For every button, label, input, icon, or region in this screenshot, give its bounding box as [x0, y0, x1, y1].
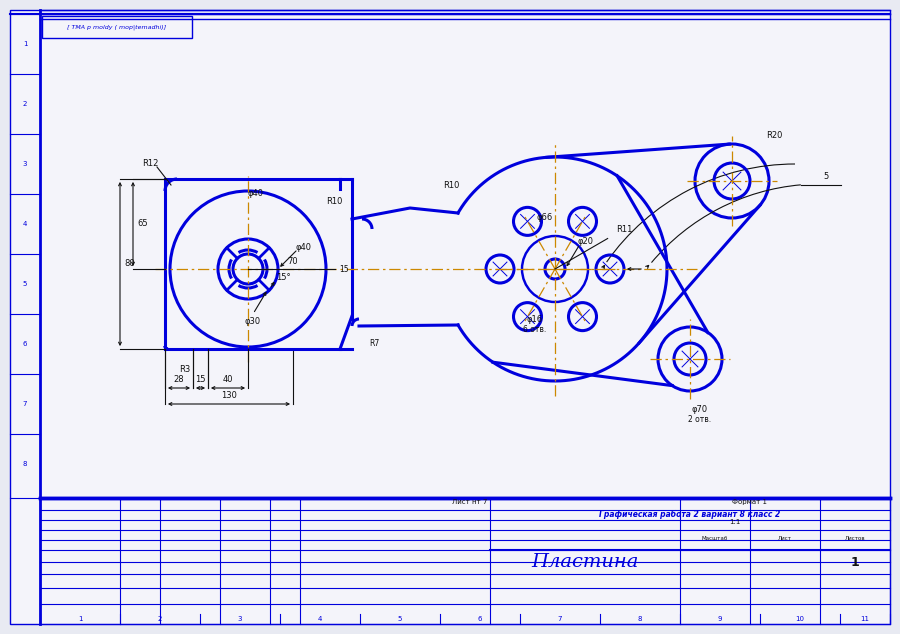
Text: φ20: φ20 — [577, 236, 593, 245]
Text: 5: 5 — [22, 281, 27, 287]
Text: Листов: Листов — [845, 536, 865, 541]
Text: 6: 6 — [22, 341, 27, 347]
Text: φ70: φ70 — [692, 404, 708, 413]
Text: R12: R12 — [142, 160, 158, 169]
Text: 70: 70 — [288, 257, 298, 266]
Text: 2: 2 — [22, 101, 27, 107]
Bar — [42, 16, 192, 38]
Text: 2 отв.: 2 отв. — [688, 415, 712, 424]
Text: 2: 2 — [158, 616, 162, 622]
Text: φ30: φ30 — [245, 316, 261, 325]
Text: 65: 65 — [138, 219, 148, 228]
Text: φ40: φ40 — [295, 242, 311, 252]
Text: 3: 3 — [22, 161, 27, 167]
Text: R11: R11 — [616, 225, 633, 234]
Text: 8: 8 — [22, 461, 27, 467]
Text: R7: R7 — [369, 339, 379, 349]
Text: 15: 15 — [195, 375, 206, 384]
Text: φ66: φ66 — [537, 214, 554, 223]
Text: R3: R3 — [179, 365, 191, 373]
Text: 7: 7 — [22, 401, 27, 407]
Text: Пластина: Пластина — [531, 553, 639, 571]
Text: 130: 130 — [221, 392, 237, 401]
Text: φ40: φ40 — [248, 188, 264, 198]
Text: φ16: φ16 — [526, 316, 543, 325]
Text: 1: 1 — [77, 616, 82, 622]
Text: [ ТМА р moldy ( mop|temadhi)]: [ ТМА р moldy ( mop|temadhi)] — [68, 24, 166, 30]
Text: 40: 40 — [223, 375, 233, 384]
Text: 15°: 15° — [275, 273, 291, 281]
Text: 11: 11 — [860, 616, 869, 622]
Text: 1: 1 — [22, 41, 27, 47]
Text: 10: 10 — [796, 616, 805, 622]
Text: 15: 15 — [339, 264, 349, 273]
Text: 4: 4 — [22, 221, 27, 227]
Text: Лист: Лист — [778, 536, 792, 541]
Text: 7: 7 — [558, 616, 562, 622]
Text: 1:1: 1:1 — [729, 519, 741, 525]
Text: 1: 1 — [850, 555, 860, 569]
Text: 8: 8 — [638, 616, 643, 622]
Text: 5: 5 — [398, 616, 402, 622]
Text: R10: R10 — [326, 197, 342, 205]
Text: R20: R20 — [766, 131, 782, 141]
Text: Формат 1: Формат 1 — [733, 499, 768, 505]
Text: 80: 80 — [125, 259, 135, 269]
Text: 6 отв.: 6 отв. — [524, 325, 546, 335]
Text: Масштаб: Масштаб — [702, 536, 728, 541]
Text: 28: 28 — [174, 375, 184, 384]
Text: R10: R10 — [443, 181, 459, 190]
Text: Лист нт 7: Лист нт 7 — [453, 499, 488, 505]
Text: 9: 9 — [718, 616, 722, 622]
Text: 3: 3 — [238, 616, 242, 622]
Text: Графическая работа 2 вариант 8 класс 2: Графическая работа 2 вариант 8 класс 2 — [599, 510, 780, 519]
Text: 6: 6 — [478, 616, 482, 622]
Text: 5: 5 — [824, 172, 829, 181]
Text: 4: 4 — [318, 616, 322, 622]
